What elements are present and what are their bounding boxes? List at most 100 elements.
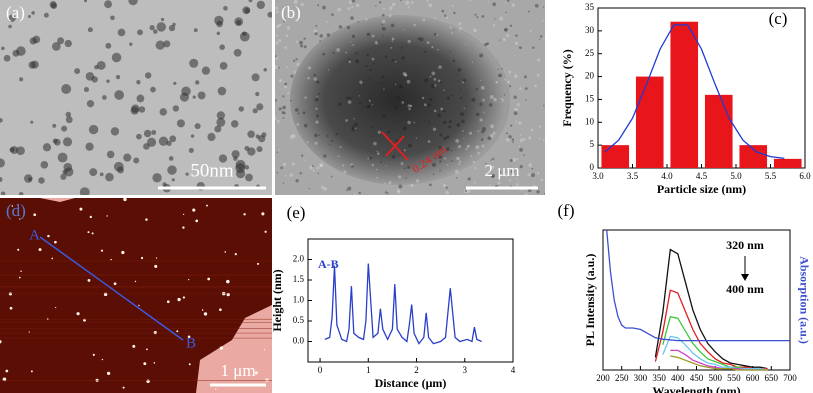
texture: [443, 120, 447, 125]
afm-feature: [145, 218, 148, 221]
texture: [475, 88, 478, 91]
nanoparticle: [136, 80, 141, 85]
nanoparticle: [156, 22, 166, 32]
spectrum-line: [654, 289, 768, 370]
texture: [342, 164, 345, 167]
texture: [369, 68, 372, 72]
nanoparticle: [163, 40, 171, 48]
texture: [466, 144, 470, 148]
texture: [337, 102, 342, 106]
nanoparticle: [1, 46, 5, 51]
nanoparticle: [231, 150, 240, 159]
texture: [400, 46, 403, 49]
texture: [504, 78, 507, 81]
texture: [489, 184, 491, 186]
x-tick-label: 5.5: [765, 171, 777, 181]
nanoparticle: [176, 119, 185, 128]
texture: [491, 173, 496, 178]
texture: [515, 34, 518, 37]
nanoparticle: [52, 123, 57, 128]
afm-feature: [30, 370, 33, 373]
nanoparticle: [158, 136, 169, 146]
nanoparticle: [52, 138, 58, 144]
nanoparticle: [94, 65, 99, 70]
texture: [474, 167, 477, 170]
texture: [302, 111, 306, 115]
nanoparticle: [190, 134, 195, 138]
texture: [323, 187, 328, 191]
texture: [511, 138, 515, 141]
texture: [458, 160, 462, 163]
texture: [440, 107, 444, 111]
nanoparticle: [218, 154, 228, 163]
texture: [487, 136, 492, 141]
texture: [481, 144, 485, 148]
texture: [286, 25, 291, 30]
afm-feature: [101, 358, 104, 361]
texture: [498, 74, 501, 77]
texture: [495, 176, 497, 179]
texture: [314, 97, 319, 102]
nanoparticle: [117, 28, 126, 37]
texture: [544, 192, 545, 195]
texture: [531, 167, 534, 170]
nanoparticle: [65, 116, 73, 124]
texture: [322, 52, 326, 56]
texture: [275, 94, 277, 97]
texture: [296, 62, 300, 66]
texture: [281, 111, 285, 115]
texture: [534, 3, 539, 8]
texture: [376, 150, 379, 153]
panel-label: (e): [287, 203, 306, 222]
texture: [402, 72, 407, 77]
texture: [354, 193, 357, 195]
texture: [329, 143, 331, 146]
texture: [453, 29, 455, 31]
y-tick-label: 10: [585, 116, 595, 126]
nanoparticle: [110, 127, 120, 136]
texture: [439, 160, 442, 163]
texture: [275, 116, 277, 120]
texture: [428, 183, 432, 187]
afm-feature: [182, 296, 186, 299]
texture: [487, 1, 490, 3]
afm-feature: [11, 205, 14, 207]
nanoparticle: [60, 173, 67, 180]
bar: [670, 21, 699, 169]
nanoparticle: [38, 177, 45, 184]
texture: [536, 58, 541, 62]
texture: [488, 103, 493, 107]
nanoparticle: [252, 108, 258, 114]
nanoparticle: [102, 95, 107, 100]
texture: [366, 53, 369, 57]
afm-feature: [87, 278, 91, 282]
texture: [518, 46, 522, 50]
x-tick-label: 5.0: [730, 171, 742, 181]
texture: [490, 159, 493, 161]
texture: [402, 72, 405, 75]
nanoparticle: [87, 27, 93, 33]
texture: [351, 34, 356, 38]
afm-feature: [106, 371, 111, 375]
texture: [292, 134, 296, 138]
lattice-mark: [385, 135, 405, 157]
texture: [428, 3, 433, 8]
texture: [376, 176, 379, 179]
texture: [446, 135, 450, 139]
texture: [314, 31, 318, 36]
nanoparticle: [256, 0, 265, 10]
afm-feature: [87, 231, 90, 234]
texture: [437, 48, 439, 51]
x-tick-label: 3: [463, 365, 468, 375]
x-axis-title: Wavelength (nm): [652, 384, 740, 393]
nanoparticle: [233, 48, 242, 57]
texture: [347, 100, 352, 104]
afm-feature: [219, 346, 224, 350]
texture: [381, 13, 385, 17]
texture: [367, 78, 369, 80]
texture: [284, 85, 288, 89]
texture: [486, 42, 490, 46]
texture: [406, 79, 411, 84]
texture: [337, 155, 340, 158]
